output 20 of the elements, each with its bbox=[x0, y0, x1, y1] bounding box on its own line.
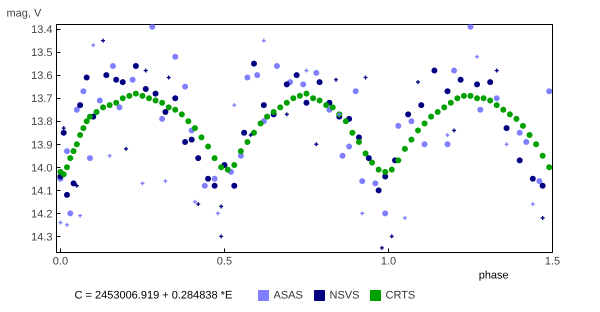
text: C = 2453006.919 + 0.284838 *E bbox=[74, 290, 232, 302]
y-tick-label: 13.7 bbox=[31, 93, 53, 106]
y-tick-label: 13.6 bbox=[31, 70, 53, 82]
y-tick-label: 13.9 bbox=[31, 139, 53, 152]
y-axis-title: mag, V bbox=[6, 8, 42, 20]
x-tick-label: 0.0 bbox=[52, 256, 68, 268]
legend-label: ASAS bbox=[274, 290, 303, 302]
y-tick-label: 13.4 bbox=[31, 24, 53, 36]
y-tick-label: 13.8 bbox=[31, 116, 53, 128]
x-tick-label: 0.5 bbox=[216, 256, 232, 268]
y-tick-label: 13.5 bbox=[31, 47, 53, 60]
x-tick-label: 1.5 bbox=[544, 256, 560, 268]
x-axis-title: phase bbox=[478, 270, 509, 282]
y-tick-label: 14.3 bbox=[31, 231, 53, 244]
legend-label: NSVS bbox=[330, 290, 360, 302]
x-tick-label: 1.0 bbox=[380, 256, 396, 268]
y-tick-label: 14.0 bbox=[31, 162, 53, 174]
legend-label: CRTS bbox=[386, 290, 416, 302]
y-tick-label: 14.2 bbox=[31, 208, 53, 220]
y-tick-label: 14.1 bbox=[31, 185, 53, 198]
